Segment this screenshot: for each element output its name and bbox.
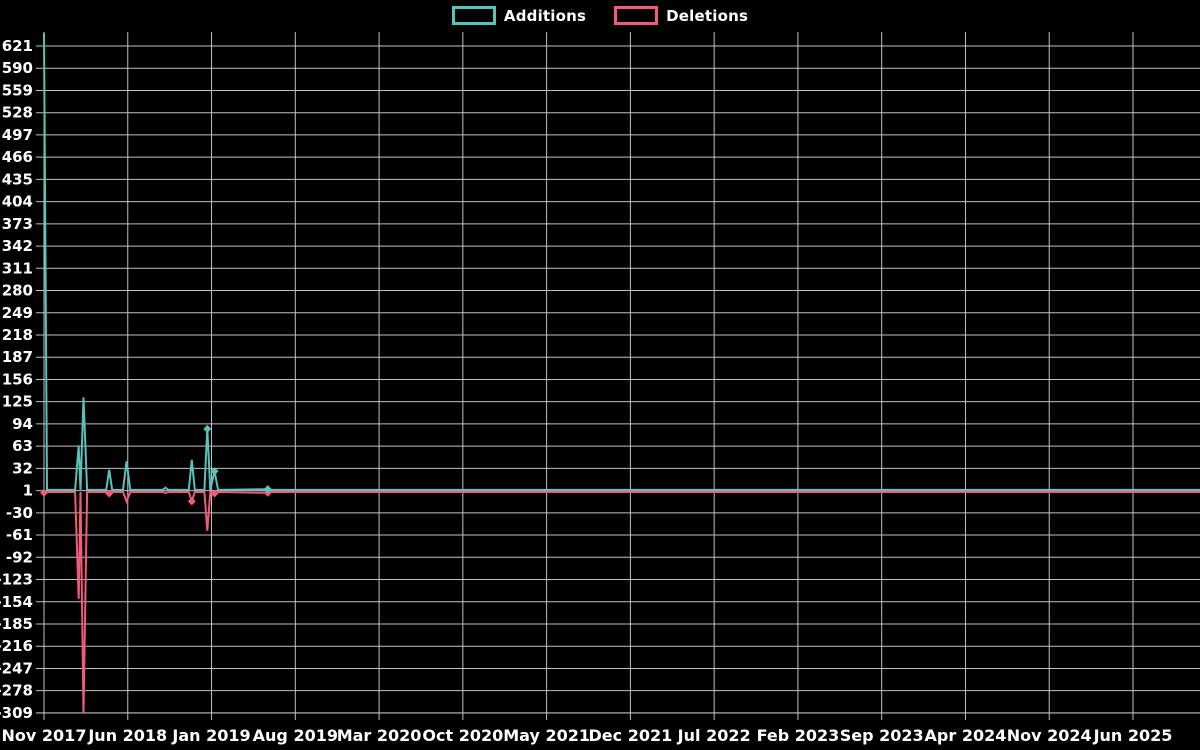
y-tick-label: 32 bbox=[12, 459, 33, 477]
y-tick-label: 466 bbox=[2, 148, 33, 166]
deletions-marker bbox=[187, 497, 196, 506]
y-tick-label: 404 bbox=[2, 193, 33, 211]
deletions-marker bbox=[210, 489, 219, 498]
y-tick-label: 621 bbox=[2, 37, 33, 55]
y-tick-label: 218 bbox=[2, 326, 33, 344]
x-tick-label: Jul 2022 bbox=[677, 726, 751, 745]
y-tick-label: 63 bbox=[12, 437, 33, 455]
y-tick-label: 497 bbox=[2, 126, 33, 144]
deletions-marker bbox=[40, 488, 48, 497]
y-tick-label: 435 bbox=[2, 170, 33, 188]
y-tick-label: -309 bbox=[0, 704, 33, 722]
x-tick-label: Dec 2021 bbox=[589, 726, 673, 745]
additions-marker bbox=[263, 485, 272, 494]
y-tick-label: -185 bbox=[0, 615, 33, 633]
legend-label-additions: Additions bbox=[503, 6, 587, 25]
x-tick-label: May 2021 bbox=[503, 726, 590, 745]
y-tick-label: 559 bbox=[2, 81, 33, 99]
y-tick-label: 590 bbox=[2, 59, 33, 77]
x-tick-label: Aug 2019 bbox=[253, 726, 338, 745]
x-tick-label: Jan 2019 bbox=[171, 726, 250, 745]
y-tick-label: 311 bbox=[2, 259, 33, 277]
y-tick-label: 1 bbox=[23, 482, 33, 500]
legend: Additions Deletions bbox=[0, 6, 1200, 25]
x-tick-label: Feb 2023 bbox=[757, 726, 840, 745]
y-tick-label: -247 bbox=[0, 659, 33, 677]
x-tick-label: Nov 2017 bbox=[2, 726, 87, 745]
x-tick-label: Nov 2024 bbox=[1007, 726, 1092, 745]
additions-swatch-icon bbox=[451, 6, 496, 25]
deletions-marker bbox=[105, 489, 114, 498]
y-tick-label: 342 bbox=[2, 237, 33, 255]
y-tick-label: -216 bbox=[0, 637, 33, 655]
deletions-swatch-icon bbox=[614, 6, 659, 25]
y-tick-label: -123 bbox=[0, 571, 33, 589]
y-tick-label: 528 bbox=[2, 104, 33, 122]
x-tick-label: Jun 2018 bbox=[87, 726, 167, 745]
x-tick-label: Apr 2024 bbox=[925, 726, 1007, 745]
y-tick-label: 280 bbox=[2, 282, 33, 300]
y-tick-label: -278 bbox=[0, 682, 33, 700]
y-tick-label: -92 bbox=[6, 548, 33, 566]
legend-label-deletions: Deletions bbox=[666, 6, 749, 25]
x-tick-label: Oct 2020 bbox=[422, 726, 503, 745]
y-tick-label: 94 bbox=[12, 415, 33, 433]
y-tick-label: 249 bbox=[2, 304, 33, 322]
additions-line bbox=[43, 33, 1200, 491]
deletions-line bbox=[43, 490, 1200, 713]
y-tick-label: 373 bbox=[2, 215, 33, 233]
y-tick-label: -30 bbox=[6, 504, 33, 522]
additions-marker bbox=[210, 467, 219, 476]
y-tick-label: 187 bbox=[2, 348, 33, 366]
y-tick-label: -154 bbox=[0, 593, 33, 611]
additions-marker bbox=[203, 424, 212, 433]
y-tick-label: 125 bbox=[2, 393, 33, 411]
x-tick-label: Mar 2020 bbox=[337, 726, 422, 745]
x-tick-label: Sep 2023 bbox=[840, 726, 924, 745]
x-tick-label: Jun 2025 bbox=[1093, 726, 1173, 745]
y-tick-label: -61 bbox=[6, 526, 33, 544]
y-tick-label: 156 bbox=[2, 370, 33, 388]
legend-item-deletions[interactable]: Deletions bbox=[614, 6, 748, 25]
legend-item-additions[interactable]: Additions bbox=[451, 6, 587, 25]
